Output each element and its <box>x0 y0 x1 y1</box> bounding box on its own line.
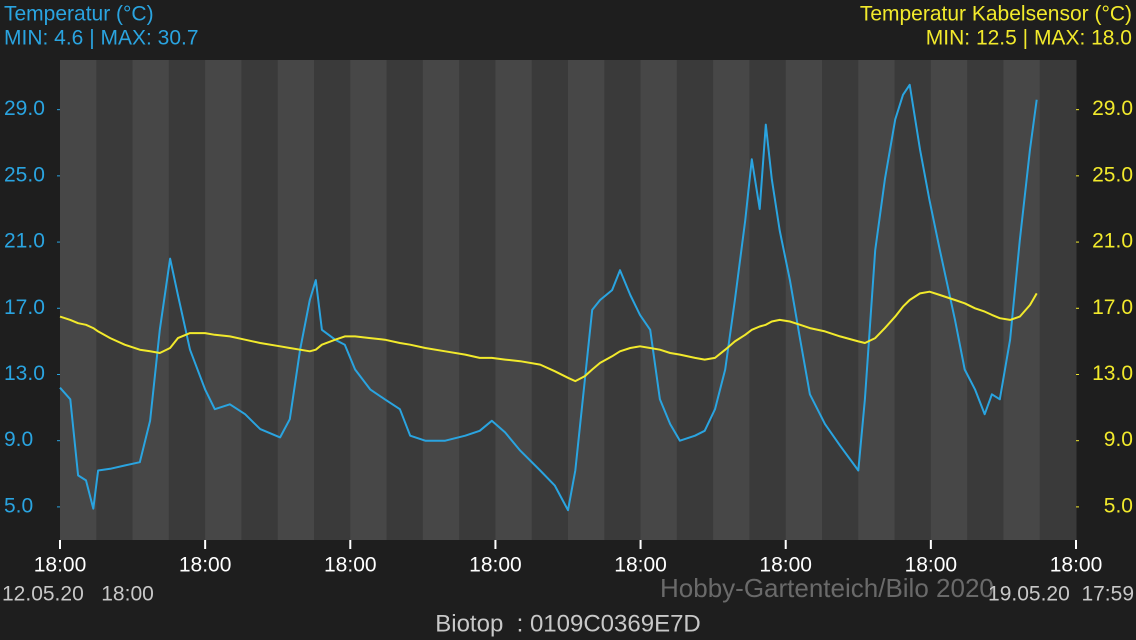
plot-stripe <box>277 60 315 540</box>
plot-stripe <box>640 60 678 540</box>
end-date: 19.05.20 17:59 <box>988 583 1134 606</box>
plot-stripe <box>96 60 134 540</box>
plot-stripe <box>894 60 932 540</box>
plot-stripe <box>676 60 714 540</box>
plot-stripe <box>459 60 496 540</box>
y-tick-label: 29.0 <box>4 97 45 120</box>
right-title: Temperatur Kabelsensor (°C) <box>860 3 1132 26</box>
y2-tick-label: 29.0 <box>1092 97 1133 120</box>
plot-stripe <box>930 60 968 540</box>
y2-tick-label: 9.0 <box>1104 428 1133 451</box>
plot-stripe <box>168 60 206 540</box>
plot-stripe <box>749 60 787 540</box>
y-tick-label: 9.0 <box>4 428 33 451</box>
x-tick-label: 18:00 <box>179 554 232 577</box>
plot-stripe <box>205 60 242 540</box>
plot-stripe <box>568 60 605 540</box>
plot-stripe <box>858 60 896 540</box>
y-tick-label: 5.0 <box>4 494 33 517</box>
device-id: Biotop : 0109C0369E7D <box>435 610 701 637</box>
plot-stripe <box>350 60 388 540</box>
plot-stripe <box>60 60 97 540</box>
x-tick-label: 18:00 <box>324 554 377 577</box>
plot-stripe <box>604 60 642 540</box>
x-tick-label: 18:00 <box>759 554 812 577</box>
plot-background <box>60 60 1077 540</box>
start-date: 12.05.20 18:00 <box>2 583 154 606</box>
plot-stripe <box>713 60 750 540</box>
plot-stripe <box>422 60 460 540</box>
x-tick-label: 18:00 <box>1050 554 1103 577</box>
y-tick-label: 21.0 <box>4 230 45 253</box>
y2-tick-label: 21.0 <box>1092 230 1133 253</box>
x-tick-label: 18:00 <box>905 554 958 577</box>
y-tick-label: 25.0 <box>4 163 45 186</box>
y2-tick-label: 5.0 <box>1104 494 1133 517</box>
left-stats: MIN: 4.6 | MAX: 30.7 <box>4 27 199 50</box>
plot-stripe <box>495 60 533 540</box>
x-tick-label: 18:00 <box>614 554 667 577</box>
watermark: Hobby-Gartenteich/Bilo 2020 <box>660 573 994 603</box>
y2-tick-label: 25.0 <box>1092 163 1133 186</box>
plot-stripe <box>314 60 351 540</box>
right-stats: MIN: 12.5 | MAX: 18.0 <box>926 27 1132 50</box>
y2-tick-label: 17.0 <box>1092 296 1133 319</box>
y2-tick-label: 13.0 <box>1092 362 1133 385</box>
plot-stripe <box>531 60 569 540</box>
y-tick-label: 13.0 <box>4 362 45 385</box>
plot-stripe <box>241 60 279 540</box>
y-tick-label: 17.0 <box>4 296 45 319</box>
plot-stripe <box>1003 60 1041 540</box>
plot-stripe <box>822 60 859 540</box>
series-line <box>59 83 1038 512</box>
x-tick-label: 18:00 <box>34 554 87 577</box>
series-line <box>59 290 1038 383</box>
left-title: Temperatur (°C) <box>4 3 154 26</box>
plot-stripe <box>1039 60 1077 540</box>
x-tick-label: 18:00 <box>469 554 522 577</box>
plot-stripe <box>386 60 424 540</box>
plot-stripe <box>785 60 823 540</box>
plot-stripe <box>967 60 1004 540</box>
